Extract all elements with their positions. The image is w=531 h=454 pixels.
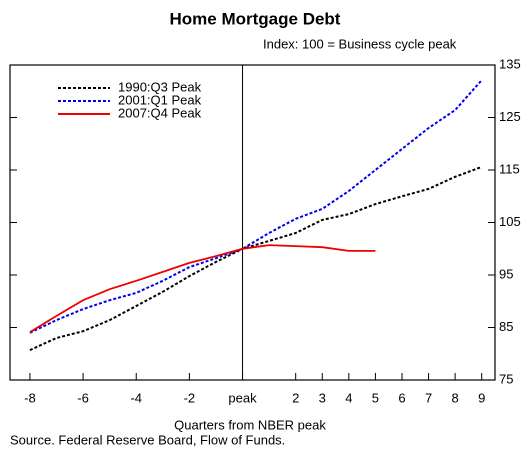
x-tick-label: 3	[319, 390, 326, 405]
x-tick-label: 9	[478, 390, 485, 405]
x-tick-label: 5	[372, 390, 379, 405]
series-line	[29, 79, 483, 334]
series-line	[29, 244, 376, 333]
x-tick-label: -4	[130, 390, 142, 405]
y-tick-label: 135	[499, 56, 521, 71]
legend-label: 2007:Q4 Peak	[118, 105, 202, 120]
y-tick-label: 95	[499, 266, 513, 281]
legend-label: 2001:Q1 Peak	[118, 92, 202, 107]
x-tick-label: -2	[184, 390, 196, 405]
y-tick-label: 75	[499, 371, 513, 386]
chart-subtitle: Index: 100 = Business cycle peak	[263, 36, 457, 51]
x-tick-label: 8	[452, 390, 459, 405]
series-line	[29, 165, 483, 352]
y-tick-label: 105	[499, 214, 521, 229]
x-tick-label: 2	[292, 390, 299, 405]
x-axis-label: Quarters from NBER peak	[174, 417, 326, 432]
source-note: Source. Federal Reserve Board, Flow of F…	[10, 432, 285, 447]
y-tick-label: 115	[499, 161, 520, 176]
x-tick-label: 4	[345, 390, 352, 405]
legend-label: 1990:Q3 Peak	[118, 79, 202, 94]
x-tick-label: 6	[398, 390, 405, 405]
y-tick-label: 125	[499, 109, 521, 124]
x-tick-label: -8	[24, 390, 36, 405]
x-tick-label: -6	[77, 390, 89, 405]
plot-frame	[9, 64, 496, 381]
x-tick-label: 7	[425, 390, 432, 405]
x-tick-label: peak	[228, 390, 257, 405]
chart-title: Home Mortgage Debt	[170, 9, 341, 28]
y-tick-label: 85	[499, 319, 513, 334]
